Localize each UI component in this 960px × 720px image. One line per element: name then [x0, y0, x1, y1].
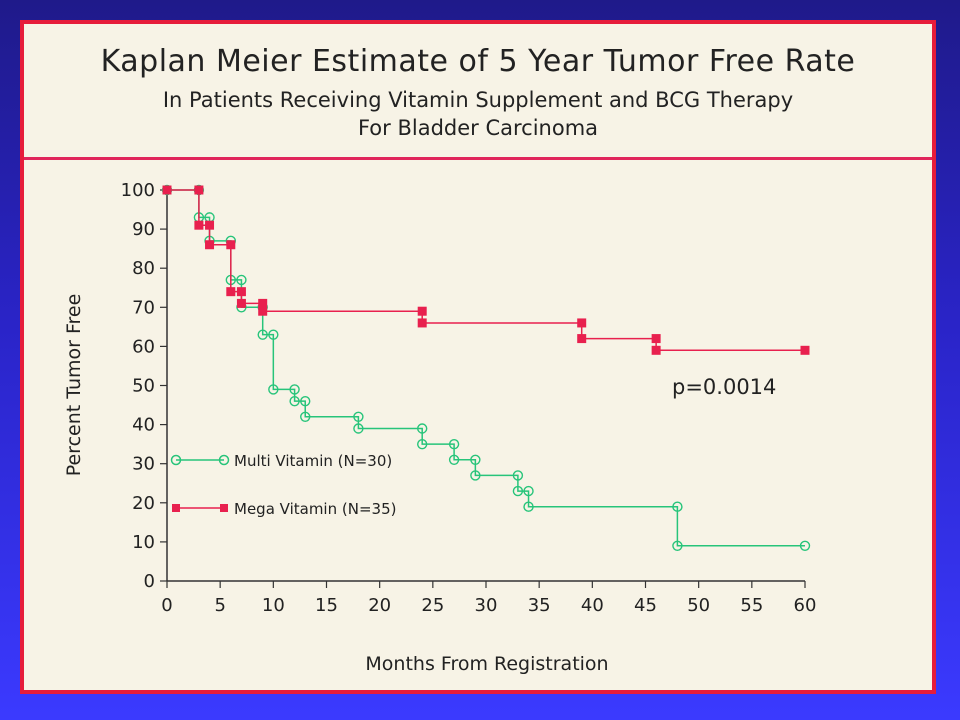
- y-tick-label: 60: [132, 336, 155, 357]
- x-tick-label: 35: [528, 595, 551, 616]
- legend: Multi Vitamin (N=30) Mega Vitamin (N=35): [170, 452, 396, 518]
- legend-marker-mega: [172, 504, 180, 512]
- data-point-multi: [289, 395, 300, 407]
- data-point-mega: [226, 287, 236, 297]
- y-tick-label: 50: [132, 376, 155, 397]
- x-tick-label: 5: [214, 595, 225, 616]
- data-point-mega: [800, 345, 810, 355]
- data-point-mega: [417, 318, 427, 328]
- y-tick-label: 100: [121, 180, 155, 201]
- data-point-mega: [205, 220, 215, 230]
- chart-subtitle-2: For Bladder Carcinoma: [357, 116, 599, 140]
- x-tick-label: 25: [421, 595, 444, 616]
- y-tick-label: 70: [132, 297, 155, 318]
- data-point-mega: [236, 298, 246, 308]
- legend-label-mega: Mega Vitamin (N=35): [234, 500, 396, 518]
- data-point-multi: [672, 540, 683, 552]
- data-point-multi: [417, 438, 428, 450]
- data-point-multi: [268, 384, 279, 395]
- p-value-annotation: p=0.0014: [672, 375, 776, 399]
- axes: 0 5 10 15 20 25 30 35 40 45 50 55 60 0 10 20 30 40 50 60 70 8…: [121, 180, 817, 616]
- plot-area: [161, 184, 811, 552]
- data-point-multi: [512, 485, 524, 497]
- data-point-multi: [523, 501, 534, 512]
- x-tick-label: 0: [161, 595, 172, 616]
- legend-marker-mega: [220, 504, 228, 512]
- y-tick-label: 90: [132, 219, 155, 240]
- y-tick-label: 10: [132, 532, 155, 553]
- data-point-multi: [470, 470, 481, 481]
- x-tick-label: 15: [315, 595, 338, 616]
- data-point-multi: [236, 274, 247, 286]
- data-point-mega: [258, 306, 268, 316]
- y-tick-label: 80: [132, 258, 155, 279]
- data-point-mega: [577, 334, 587, 344]
- title-panel: Kaplan Meier Estimate of 5 Year Tumor Fr…: [24, 24, 932, 160]
- y-tick-label: 30: [132, 454, 155, 475]
- data-point-multi: [470, 454, 481, 465]
- x-tick-label: 10: [262, 595, 285, 616]
- data-point-multi: [268, 329, 279, 340]
- data-point-multi: [448, 454, 460, 465]
- data-point-multi: [512, 470, 524, 481]
- data-point-multi: [300, 395, 311, 407]
- data-point-multi: [257, 329, 268, 340]
- data-point-multi: [417, 423, 428, 434]
- legend-marker-multi: [170, 454, 182, 466]
- x-tick-label: 20: [368, 595, 391, 616]
- data-point-multi: [799, 540, 811, 552]
- data-point-mega: [162, 185, 172, 195]
- legend-marker-multi: [218, 454, 230, 466]
- x-tick-label: 30: [475, 595, 498, 616]
- chart-subtitle-1: In Patients Receiving Vitamin Supplement…: [162, 88, 794, 112]
- data-point-multi: [672, 501, 683, 512]
- x-tick-label: 45: [634, 595, 657, 616]
- y-tick-label: 0: [144, 571, 155, 592]
- x-axis-label: Months From Registration: [365, 653, 608, 675]
- data-point-multi: [289, 384, 300, 395]
- data-point-multi: [448, 438, 460, 450]
- data-point-mega: [651, 334, 661, 344]
- series-line-multi: [167, 189, 805, 547]
- x-tick-label: 40: [581, 595, 604, 616]
- data-point-mega: [194, 185, 204, 195]
- data-point-mega: [236, 287, 246, 297]
- data-point-multi: [353, 411, 364, 422]
- data-point-mega: [194, 220, 204, 230]
- y-tick-label: 40: [132, 415, 155, 436]
- data-point-mega: [651, 345, 661, 355]
- x-tick-label: 55: [740, 595, 763, 616]
- data-point-multi: [523, 485, 534, 497]
- legend-label-multi: Multi Vitamin (N=30): [234, 452, 392, 470]
- y-tick-label: 20: [132, 493, 155, 514]
- data-point-mega: [205, 240, 215, 250]
- data-point-mega: [577, 318, 587, 328]
- data-point-multi: [300, 411, 311, 422]
- x-tick-label: 60: [794, 595, 817, 616]
- x-tick-label: 50: [687, 595, 710, 616]
- chart-title: Kaplan Meier Estimate of 5 Year Tumor Fr…: [100, 44, 856, 79]
- data-point-mega: [226, 240, 236, 250]
- y-axis-label: Percent Tumor Free: [63, 294, 85, 477]
- data-point-mega: [417, 306, 427, 316]
- data-point-multi: [353, 423, 364, 434]
- data-point-mega: [258, 298, 268, 308]
